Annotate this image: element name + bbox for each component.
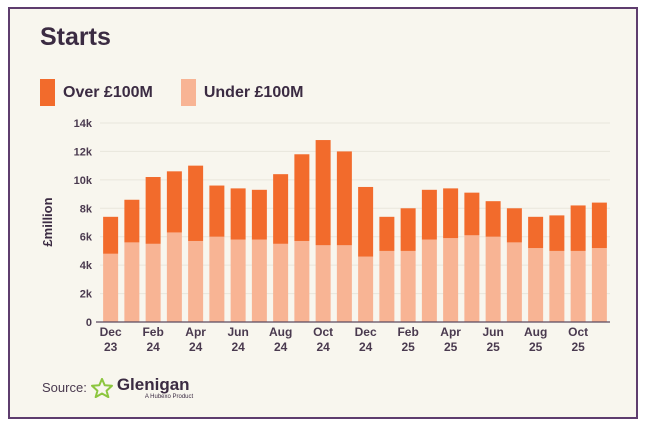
legend: Over £100M Under £100M: [40, 79, 303, 106]
bar-under-100m: [570, 250, 586, 322]
bar-under-100m: [485, 236, 501, 322]
x-tick-label: 24: [359, 340, 373, 354]
x-tick-label: Apr: [185, 325, 206, 339]
bar-under-100m: [145, 243, 161, 322]
x-tick-label: 25: [529, 340, 543, 354]
bar-over-100m: [294, 154, 310, 241]
bar-over-100m: [591, 202, 607, 249]
bar-under-100m: [230, 239, 246, 322]
x-tick-label: Oct: [313, 325, 333, 339]
bar-under-100m: [528, 248, 544, 322]
bar-over-100m: [209, 185, 225, 237]
bar-over-100m: [188, 165, 204, 241]
bar-under-100m: [400, 250, 416, 322]
x-tick-label: 25: [486, 340, 500, 354]
x-tick-label: 25: [444, 340, 458, 354]
chart-title: Starts: [40, 23, 111, 51]
bar-over-100m: [358, 186, 374, 257]
x-tick-label: 25: [401, 340, 415, 354]
y-tick-label: 14k: [74, 118, 93, 130]
bar-over-100m: [336, 151, 352, 246]
bar-under-100m: [443, 238, 459, 322]
x-tick-label: Jun: [227, 325, 248, 339]
bar-under-100m: [336, 245, 352, 322]
y-tick-label: 2k: [80, 289, 93, 301]
bar-under-100m: [358, 256, 374, 322]
x-tick-label: 23: [104, 340, 118, 354]
x-tick-label: Dec: [355, 325, 377, 339]
bar-under-100m: [124, 242, 140, 322]
bar-under-100m: [506, 242, 522, 322]
bar-over-100m: [421, 189, 437, 240]
logo-text: Glenigan: [116, 375, 190, 394]
source-footer: Source: Glenigan A Hubexo Product: [42, 375, 193, 400]
bar-over-100m: [315, 140, 331, 246]
legend-swatch-over: [40, 79, 55, 106]
bar-over-100m: [549, 215, 565, 251]
bar-under-100m: [315, 245, 331, 322]
bar-over-100m: [145, 177, 161, 244]
bar-over-100m: [485, 201, 501, 237]
x-tick-label: 25: [571, 340, 585, 354]
x-tick-label: Dec: [100, 325, 122, 339]
bar-over-100m: [379, 216, 395, 251]
source-label: Source:: [42, 380, 87, 395]
bar-under-100m: [209, 236, 225, 322]
bar-over-100m: [273, 174, 289, 244]
bar-under-100m: [251, 239, 267, 322]
x-tick-label: 24: [189, 340, 203, 354]
legend-item-under: Under £100M: [180, 79, 304, 106]
bar-under-100m: [549, 250, 565, 322]
x-tick-label: Jun: [482, 325, 503, 339]
bar-over-100m: [166, 171, 182, 233]
bar-under-100m: [379, 250, 395, 322]
y-axis-label: £million: [40, 197, 55, 246]
bar-over-100m: [400, 208, 416, 251]
bar-under-100m: [166, 232, 182, 322]
x-tick-label: Aug: [269, 325, 292, 339]
bar-under-100m: [591, 248, 607, 322]
bar-under-100m: [294, 240, 310, 322]
bar-under-100m: [464, 235, 480, 322]
x-tick-label: 24: [231, 340, 245, 354]
bar-over-100m: [230, 188, 246, 240]
y-tick-label: 12k: [74, 146, 93, 158]
bar-over-100m: [124, 199, 140, 243]
bar-over-100m: [443, 188, 459, 239]
x-tick-label: 24: [274, 340, 288, 354]
x-tick-label: Aug: [524, 325, 547, 339]
bar-over-100m: [464, 192, 480, 236]
x-tick-label: Apr: [440, 325, 461, 339]
y-tick-label: 8k: [80, 203, 93, 215]
x-tick-label: Feb: [397, 325, 418, 339]
x-tick-label: 24: [316, 340, 330, 354]
bar-under-100m: [103, 253, 119, 322]
y-tick-label: 6k: [80, 232, 93, 244]
bar-under-100m: [273, 243, 289, 322]
star-logo-icon: [90, 377, 113, 398]
legend-label-over: Over £100M: [63, 83, 153, 101]
bar-over-100m: [570, 205, 586, 251]
legend-item-over: Over £100M: [40, 79, 153, 106]
y-tick-label: 0: [86, 317, 92, 329]
logo-subtext: A Hubexo Product: [144, 394, 194, 400]
bar-under-100m: [421, 239, 437, 322]
chart-card: Starts Over £100M Under £100M Source: Gl…: [8, 7, 638, 419]
legend-label-under: Under £100M: [203, 83, 304, 101]
bar-over-100m: [103, 216, 119, 254]
bar-under-100m: [188, 240, 204, 322]
legend-swatch-under: [180, 79, 196, 106]
glenigan-logo: Glenigan A Hubexo Product: [117, 375, 193, 400]
x-tick-label: 24: [146, 340, 160, 354]
bar-over-100m: [506, 208, 522, 243]
y-tick-label: 4k: [80, 260, 93, 272]
bar-over-100m: [528, 216, 544, 249]
y-tick-label: 10k: [74, 175, 93, 187]
x-tick-label: Oct: [568, 325, 588, 339]
bar-over-100m: [251, 189, 267, 240]
x-tick-label: Feb: [142, 325, 163, 339]
